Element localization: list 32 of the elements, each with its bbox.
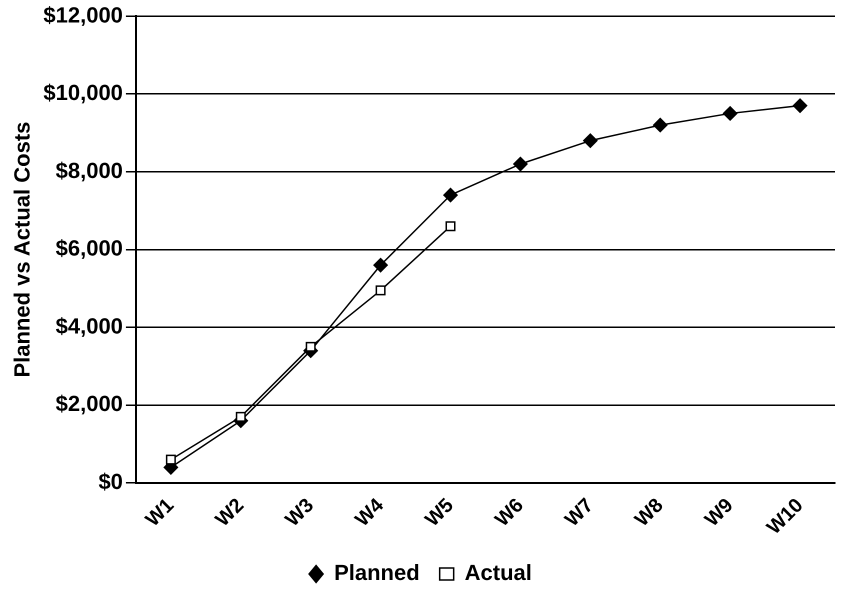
point (376, 285, 386, 296)
x-tick-label: W7 (560, 494, 598, 532)
y-tick-label: $6,000 (56, 236, 123, 261)
x-tick-label: W3 (281, 494, 318, 532)
x-tick-label: W5 (421, 494, 458, 532)
point (583, 133, 598, 148)
point (513, 156, 528, 172)
point (792, 98, 808, 113)
x-tick-label: W10 (762, 494, 808, 539)
y-tick-label: $4,000 (56, 313, 123, 338)
x-tick-label: W1 (142, 494, 178, 532)
x-tick-label: W8 (630, 494, 668, 532)
y-tick-label: $2,000 (56, 391, 123, 416)
x-tick-label: W4 (351, 494, 389, 532)
point (446, 221, 456, 232)
point (652, 118, 668, 132)
y-tick-label: $10,000 (43, 80, 123, 106)
x-tick-label: W2 (211, 494, 248, 532)
legend-label: Actual (464, 560, 532, 586)
point (443, 188, 458, 202)
x-tick-label: W6 (491, 494, 528, 532)
legend-label: Planned (334, 560, 420, 586)
x-tick-label: W9 (700, 494, 738, 532)
y-tick-label: $8,000 (56, 158, 123, 183)
y-tick-label: $12,000 (43, 2, 123, 28)
point (166, 454, 176, 465)
point (236, 412, 246, 422)
y-axis-title: Planned vs Actual Costs (9, 122, 34, 378)
point (722, 106, 738, 121)
point (306, 342, 316, 352)
y-tick-label: $0 (98, 469, 123, 494)
point (373, 258, 388, 272)
